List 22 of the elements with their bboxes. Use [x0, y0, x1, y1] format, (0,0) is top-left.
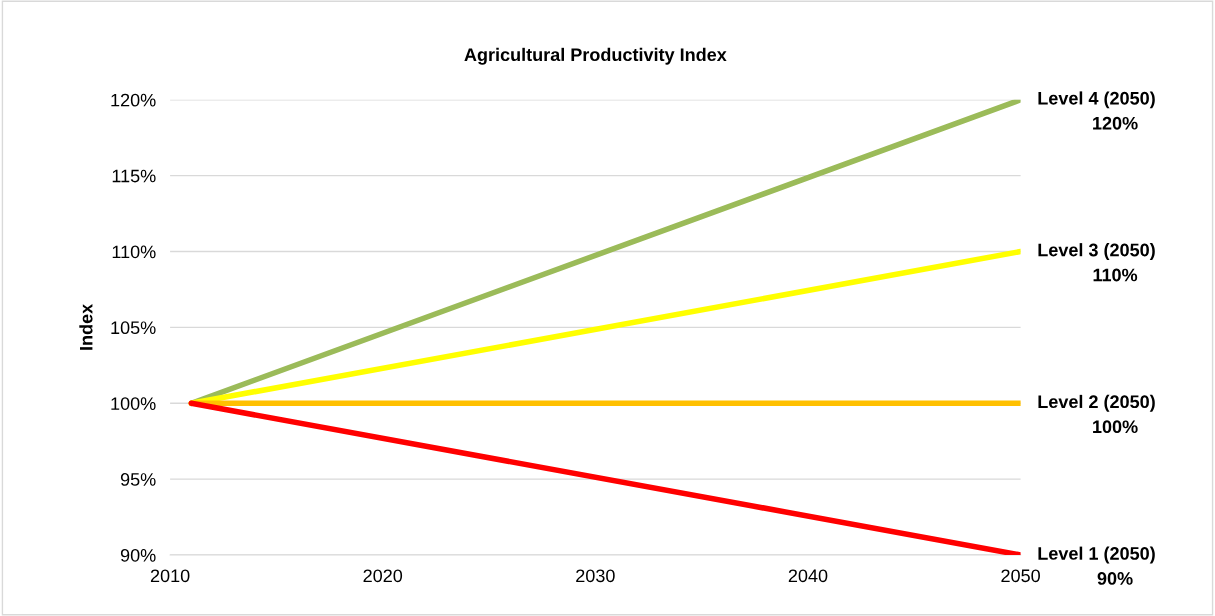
series-label: Level 2 (2050)	[1038, 394, 1155, 412]
text: 120%	[1093, 116, 1138, 130]
y-tick-label: 90%	[120, 548, 156, 562]
x-tick-label: 2010	[150, 569, 190, 583]
series-label: Level 4 (2050)	[1038, 91, 1155, 109]
y-tick-label: 120%	[111, 93, 156, 107]
x-tick-label: 2020	[363, 569, 403, 583]
y-tick-label: 115%	[112, 169, 156, 183]
series-label: Level 3 (2050)	[1038, 243, 1155, 260]
text: 90%	[1097, 572, 1133, 585]
y-tick-label: 110%	[112, 245, 156, 259]
chart-title: Agricultural Productivity Index	[464, 47, 727, 65]
series-label: Level 1 (2050)	[1038, 546, 1155, 564]
text: 110%	[1093, 268, 1138, 282]
y-axis-title: Index	[79, 303, 93, 350]
y-tick-label: 100%	[111, 397, 156, 410]
x-tick-label: 2050	[1001, 569, 1040, 583]
y-tick-label: 95%	[120, 473, 156, 486]
y-tick-label: 105%	[111, 321, 156, 335]
x-tick-label: 2030	[576, 569, 615, 583]
x-tick-label: 2040	[788, 569, 828, 583]
text: 100%	[1093, 420, 1138, 434]
